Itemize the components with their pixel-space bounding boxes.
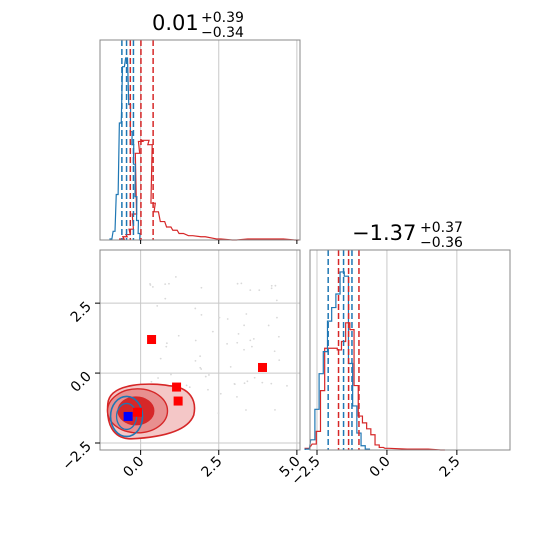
- title-x-main: 0.01: [152, 11, 199, 35]
- scatter-point: [168, 282, 170, 285]
- scatter-point: [151, 286, 154, 288]
- scatter-point: [199, 355, 202, 358]
- scatter-point: [277, 335, 280, 338]
- scatter-point: [276, 316, 278, 319]
- scatter-point: [243, 348, 245, 351]
- scatter-point: [211, 330, 214, 333]
- scatter-point: [243, 324, 246, 327]
- x-tick-label: 2.5: [199, 454, 226, 481]
- scatter-point: [249, 289, 252, 292]
- scatter-point: [240, 282, 243, 285]
- title-y-sub: −0.36: [420, 235, 463, 251]
- scatter-point: [194, 307, 197, 310]
- scatter-point: [270, 382, 273, 385]
- scatter-point: [218, 316, 221, 319]
- scatter-point: [252, 337, 255, 340]
- y-tick-label: 0.0: [68, 369, 95, 396]
- scatter-point: [164, 297, 167, 300]
- scatter-point: [243, 382, 246, 385]
- scatter-point: [270, 284, 273, 287]
- scatter-point: [217, 412, 220, 414]
- marker-red: [147, 335, 157, 345]
- scatter-point: [278, 359, 281, 362]
- scatter-point: [226, 318, 229, 320]
- scatter-point: [286, 384, 288, 387]
- scatter-point: [170, 373, 172, 376]
- marker-red: [172, 382, 182, 392]
- scatter-point: [200, 368, 203, 370]
- scatter-point: [229, 365, 232, 368]
- x-tick-label: 0.0: [367, 454, 394, 481]
- scatter-point: [273, 350, 276, 353]
- scatter-point: [253, 376, 256, 379]
- scatter-point: [270, 287, 273, 290]
- hist-y-red: [304, 322, 445, 451]
- y-tick-label: −2.5: [59, 439, 94, 474]
- marker-blue: [123, 411, 133, 421]
- title-x-sub: −0.34: [201, 25, 244, 41]
- panel-bottom-right: [304, 249, 511, 451]
- scatter-point: [226, 342, 228, 345]
- scatter-point: [245, 313, 248, 315]
- scatter-point: [236, 341, 239, 344]
- scatter-point: [165, 342, 168, 345]
- scatter-point: [149, 284, 152, 286]
- scatter-point: [200, 313, 203, 316]
- scatter-point: [236, 395, 238, 398]
- scatter-point: [236, 282, 239, 285]
- marker-red: [173, 396, 183, 406]
- scatter-point: [267, 324, 270, 327]
- scatter-point: [157, 377, 159, 379]
- scatter-point: [274, 284, 277, 287]
- scatter-point: [245, 409, 247, 411]
- y-tick-label: 2.5: [68, 299, 95, 326]
- scatter-point: [156, 305, 159, 307]
- scatter-point: [200, 286, 203, 289]
- hist-y-blue: [304, 271, 371, 450]
- scatter-point: [150, 380, 153, 383]
- title-param-y: −1.37 +0.37 −0.36: [352, 220, 463, 251]
- scatter-point: [194, 359, 197, 362]
- marker-red: [133, 407, 142, 417]
- scatter-point: [275, 299, 278, 302]
- scatter-point: [246, 380, 249, 383]
- x-tick-label: 0.0: [120, 454, 147, 481]
- scatter-point: [251, 345, 253, 348]
- scatter-point: [174, 276, 177, 278]
- scatter-point: [233, 383, 236, 386]
- panel-bottom-left: [99, 249, 301, 451]
- scatter-point: [208, 374, 210, 376]
- scatter-point: [261, 381, 264, 384]
- scatter-point: [194, 339, 197, 342]
- x-tick-label: 2.5: [437, 454, 464, 481]
- panel-top-left: [99, 39, 301, 241]
- title-x-sup: +0.39: [201, 10, 244, 26]
- scatter-point: [207, 388, 209, 391]
- scatter-point: [237, 332, 240, 335]
- scatter-point: [249, 339, 252, 342]
- title-y-main: −1.37: [352, 221, 416, 245]
- marker-red: [258, 362, 267, 372]
- title-y-sup: +0.37: [420, 220, 463, 236]
- scatter-point: [274, 408, 276, 411]
- scatter-point: [164, 283, 167, 286]
- scatter-point: [159, 357, 162, 360]
- scatter-point: [165, 345, 168, 348]
- scatter-point: [177, 334, 180, 337]
- scatter-point: [188, 386, 191, 389]
- scatter-point: [185, 384, 188, 387]
- contour-blue-outer: [109, 395, 144, 438]
- scatter-point: [219, 392, 222, 395]
- scatter-point: [204, 375, 207, 378]
- scatter-point: [199, 366, 202, 369]
- title-param-x: 0.01 +0.39 −0.34: [152, 10, 244, 41]
- scatter-point: [258, 289, 261, 292]
